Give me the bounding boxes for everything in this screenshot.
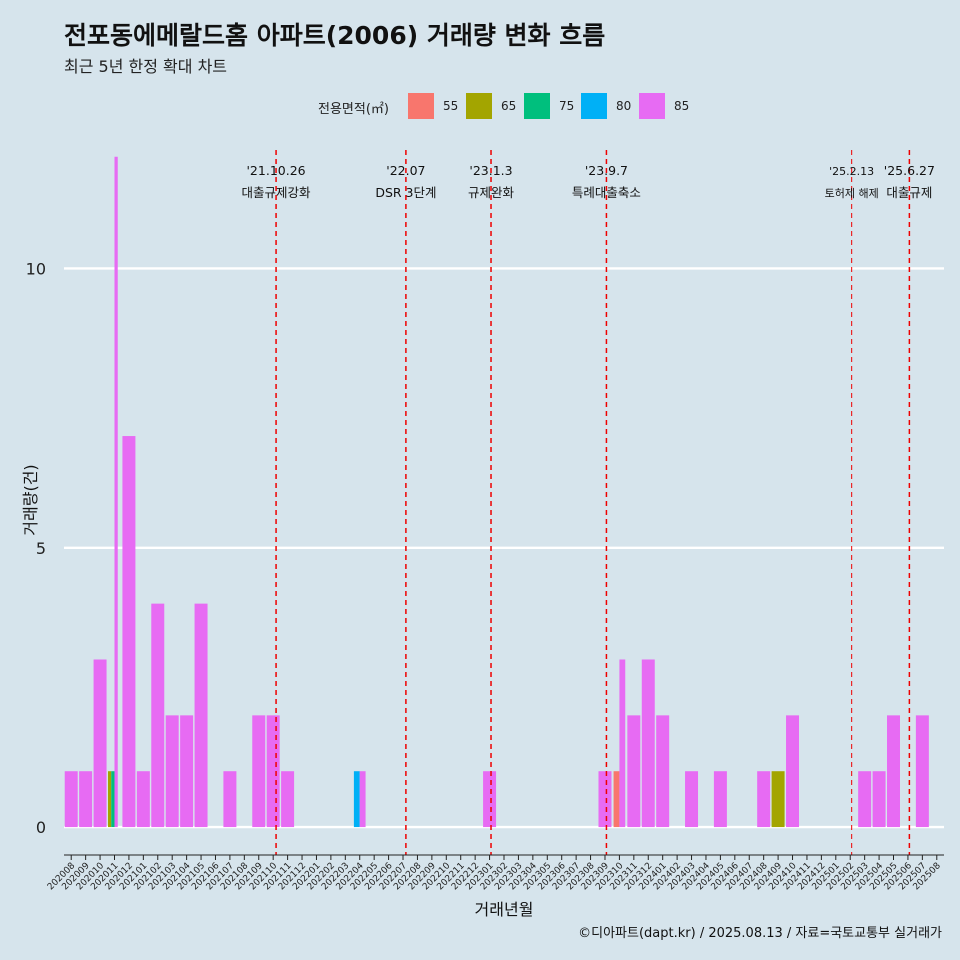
y-axis-title: 거래량(건) <box>21 464 40 535</box>
bar-202301-85 <box>483 771 497 828</box>
bar-202311-85 <box>627 715 641 828</box>
source-caption: ©디아파트(dapt.kr) / 2025.08.13 / 자료=국토교통부 실… <box>578 926 942 941</box>
legend-label: 65 <box>501 99 517 113</box>
bar-202110-85 <box>266 715 280 828</box>
event-name-label: 대출규제강화 <box>242 185 312 200</box>
event-name-label: DSR 3단계 <box>375 185 436 200</box>
bar-202310-55 <box>613 771 620 828</box>
event-date-label: '23.9.7 <box>585 163 628 178</box>
bar-202011-75 <box>111 771 115 828</box>
bar-202102-85 <box>151 603 165 828</box>
event-date-label: '25.2.13 <box>829 165 874 178</box>
bar-202409-65 <box>771 771 785 828</box>
legend-swatch <box>408 93 434 119</box>
bar-202505-85 <box>887 715 900 828</box>
bar-202309-85 <box>598 771 612 828</box>
legend-swatch <box>524 93 550 119</box>
y-tick-label: 10 <box>26 259 46 278</box>
bar-202105-85 <box>194 603 208 828</box>
bar-202204-85 <box>359 771 366 828</box>
bar-202107-85 <box>223 771 237 828</box>
bar-202507-85 <box>915 715 929 828</box>
event-date-label: '23.1.3 <box>469 163 512 178</box>
legend-swatch <box>581 93 607 119</box>
bar-202101-85 <box>136 771 150 828</box>
legend-label: 75 <box>559 99 575 113</box>
bar-202312-85 <box>641 659 655 828</box>
event-date-label: '25.6.27 <box>884 163 935 178</box>
bar-202503-85 <box>858 771 872 828</box>
legend: 전용면적(㎡) 55 65 75 80 85 <box>0 92 960 122</box>
event-date-label: '21.10.26 <box>247 163 306 178</box>
bar-202111-85 <box>281 771 295 828</box>
bar-202009-85 <box>79 771 93 828</box>
bar-202403-85 <box>685 771 699 828</box>
bar-202408-85 <box>757 771 771 828</box>
bar-202011-85 <box>114 156 118 828</box>
event-name-label: 규제완화 <box>468 185 515 200</box>
legend-title: 전용면적(㎡) <box>318 102 389 117</box>
event-name-label: 대출규제 <box>886 185 932 200</box>
y-tick-label: 0 <box>36 818 46 837</box>
bar-202410-85 <box>786 715 800 828</box>
bar-202011-65 <box>108 771 112 828</box>
bar-202103-85 <box>165 715 179 828</box>
bar-202010-85 <box>93 659 107 828</box>
event-name-label: 토허제 해제 <box>825 186 879 200</box>
legend-label: 80 <box>616 99 632 113</box>
event-date-label: '22.07 <box>386 163 425 178</box>
bar-202504-85 <box>872 771 886 828</box>
legend-label: 85 <box>674 99 690 113</box>
chart-subtitle: 최근 5년 한정 확대 차트 <box>64 57 228 76</box>
y-tick-label: 5 <box>36 539 46 558</box>
bar-202008-85 <box>64 771 78 828</box>
legend-label: 55 <box>443 99 459 113</box>
chart-title: 전포동에메랄드홈 아파트(2006) 거래량 변화 흐름 <box>64 21 606 50</box>
bar-202012-85 <box>122 436 136 828</box>
bar-202204-80 <box>353 771 360 828</box>
bar-202405-85 <box>713 771 727 828</box>
x-axis-title: 거래년월 <box>475 900 534 919</box>
bar-202104-85 <box>180 715 194 828</box>
legend-swatch <box>639 93 665 119</box>
event-name-label: 특례대출축소 <box>572 185 641 200</box>
bar-202310-85 <box>619 659 626 828</box>
legend-swatch <box>466 93 492 119</box>
bar-202109-85 <box>252 715 266 828</box>
bar-202401-85 <box>656 715 670 828</box>
